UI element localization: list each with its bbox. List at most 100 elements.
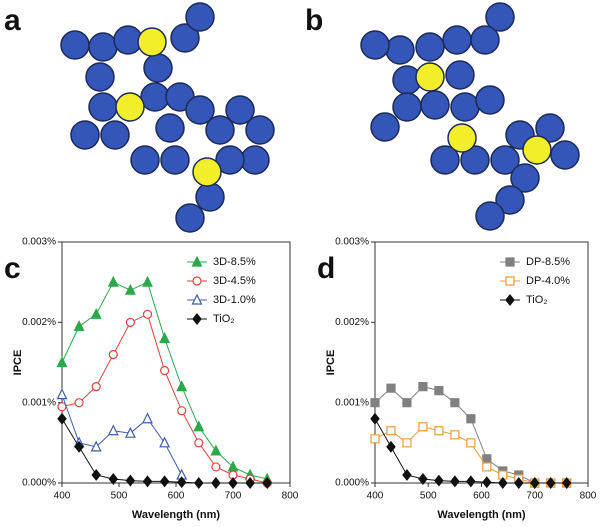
data-point <box>262 477 272 489</box>
data-point <box>402 469 412 481</box>
y-tick-label: 0.002% <box>22 317 56 328</box>
panel-label: c <box>4 252 21 285</box>
data-point <box>370 434 380 444</box>
data-point <box>450 398 460 408</box>
data-point <box>211 462 221 472</box>
data-point <box>370 398 380 408</box>
data-point <box>386 426 396 436</box>
particle-network-a <box>60 2 275 233</box>
data-point <box>482 476 492 489</box>
legend-label: TiO₂ <box>213 313 235 325</box>
data-point <box>176 380 188 392</box>
data-point <box>194 438 204 448</box>
data-point <box>211 477 221 489</box>
data-point <box>194 477 204 489</box>
legend-label: TiO₂ <box>526 294 548 306</box>
y-tick-label: 0.002% <box>335 317 369 328</box>
y-tick-label: 0.001% <box>22 397 56 408</box>
legend-marker <box>505 276 515 286</box>
data-point <box>482 454 492 464</box>
data-point <box>245 477 255 489</box>
data-point <box>466 475 476 488</box>
legend-marker <box>191 255 203 267</box>
legend-marker <box>505 257 515 267</box>
data-point <box>450 475 460 488</box>
data-point <box>386 383 396 393</box>
data-point <box>91 382 101 392</box>
x-tick-label: 400 <box>54 491 71 502</box>
data-point <box>159 436 171 448</box>
x-tick-label: 600 <box>473 491 490 502</box>
legend-label: 3D-1.0% <box>213 294 256 306</box>
particle-network-b <box>360 2 580 231</box>
data-point <box>434 386 444 396</box>
data-point <box>142 309 153 319</box>
y-tick-label: 0.000% <box>22 478 56 489</box>
data-point <box>57 412 67 425</box>
panel-label: d <box>317 252 335 285</box>
data-point <box>107 275 119 287</box>
legend-label: 3D-4.5% <box>213 275 256 287</box>
data-point <box>142 275 153 287</box>
legend-marker <box>192 313 202 325</box>
x-axis-label: Wavelength (nm) <box>132 509 221 521</box>
data-point <box>561 477 572 489</box>
data-point <box>73 320 85 331</box>
data-point <box>108 473 119 485</box>
x-tick-label: 700 <box>526 491 543 502</box>
y-axis-label: IPCE <box>12 350 24 376</box>
y-tick-label: 0.003% <box>335 237 369 248</box>
legend-marker <box>192 276 202 286</box>
data-point <box>91 469 101 481</box>
data-point <box>74 398 84 408</box>
data-point <box>498 470 508 480</box>
data-point <box>108 349 118 360</box>
data-point <box>160 365 170 376</box>
data-point <box>386 440 396 453</box>
data-point <box>210 444 222 456</box>
data-point <box>466 414 476 424</box>
data-point <box>498 477 508 489</box>
panel-label: a <box>4 4 21 37</box>
data-point <box>482 462 492 472</box>
data-point <box>125 317 136 327</box>
data-point <box>418 473 428 485</box>
data-point <box>90 307 102 319</box>
data-point <box>177 406 187 416</box>
data-point <box>176 476 187 489</box>
legend-label: DP-8.5% <box>526 256 570 268</box>
data-point <box>529 477 540 489</box>
data-point <box>228 477 238 489</box>
data-point <box>466 438 476 448</box>
data-point <box>545 477 556 489</box>
data-point <box>124 283 136 295</box>
data-point <box>418 422 428 432</box>
data-point <box>402 438 412 448</box>
data-point <box>434 426 444 436</box>
data-point <box>450 430 460 440</box>
data-point <box>402 398 412 408</box>
x-tick-label: 800 <box>282 491 299 502</box>
y-tick-label: 0.001% <box>335 397 369 408</box>
data-point <box>227 460 239 472</box>
data-point <box>159 475 170 488</box>
x-tick-label: 400 <box>367 491 384 502</box>
data-point <box>228 470 238 480</box>
x-tick-label: 800 <box>580 491 597 502</box>
data-point <box>159 332 171 343</box>
data-point <box>125 474 136 487</box>
data-point <box>107 424 119 436</box>
data-point <box>370 412 380 425</box>
data-point <box>514 477 524 489</box>
x-axis-label: Wavelength (nm) <box>437 509 526 521</box>
x-tick-label: 700 <box>225 491 242 502</box>
legend-label: 3D-8.5% <box>213 256 256 268</box>
y-tick-label: 0.003% <box>22 237 56 248</box>
legend-marker <box>505 294 515 306</box>
y-axis-label: IPCE <box>325 350 337 376</box>
data-point <box>74 440 84 453</box>
x-tick-label: 600 <box>168 491 185 502</box>
data-point <box>434 474 444 487</box>
data-point <box>142 412 153 424</box>
